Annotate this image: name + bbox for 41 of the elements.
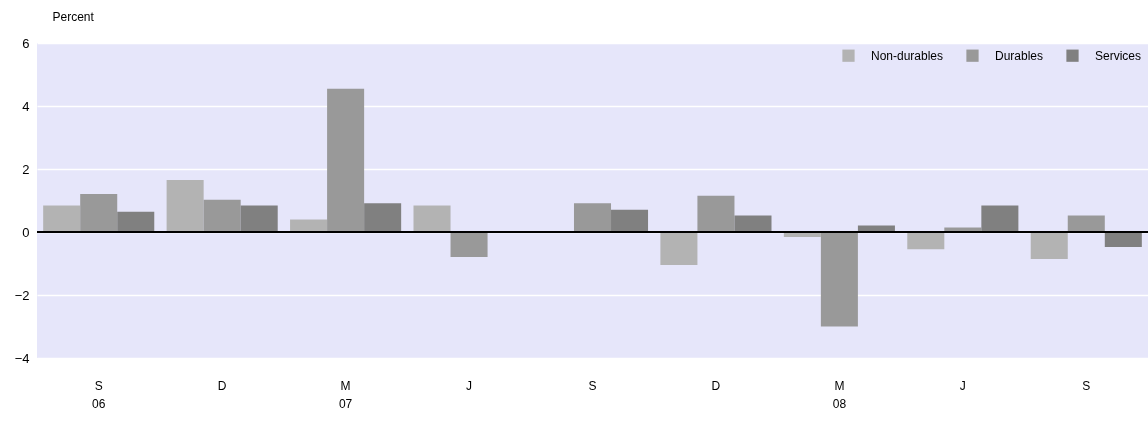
bar xyxy=(240,205,278,232)
bar xyxy=(660,232,698,266)
bar xyxy=(117,211,155,232)
bar xyxy=(364,203,402,232)
bar xyxy=(80,193,118,232)
bar xyxy=(203,199,241,232)
bar xyxy=(43,205,81,232)
bar xyxy=(1030,232,1068,260)
bar xyxy=(820,232,858,327)
x-tick-label: J xyxy=(959,378,966,393)
x-tick-label: S 06 xyxy=(92,378,106,411)
bar xyxy=(166,180,204,232)
legend-label: Durables xyxy=(995,48,1044,63)
y-tick-label: −4 xyxy=(14,350,30,366)
x-tick-label: M 07 xyxy=(338,378,353,411)
legend-label: Services xyxy=(1095,48,1142,63)
y-axis-title: Percent xyxy=(52,9,95,24)
x-tick-label: D xyxy=(711,378,721,393)
bar xyxy=(290,219,328,232)
y-tick-label: 0 xyxy=(22,224,30,240)
x-tick-label: S xyxy=(588,378,597,393)
bar xyxy=(1067,215,1105,232)
bar xyxy=(611,209,649,232)
y-tick-label: −2 xyxy=(14,287,30,303)
x-tick-label: M 08 xyxy=(832,378,847,411)
legend-label: Non-durables xyxy=(871,48,944,63)
bar xyxy=(1104,232,1142,248)
y-tick-label: 4 xyxy=(22,98,30,114)
bar xyxy=(413,205,451,232)
x-tick-label: D xyxy=(217,378,227,393)
bar xyxy=(907,232,945,250)
y-tick-label: 6 xyxy=(22,35,30,51)
x-tick-label: S xyxy=(1082,378,1091,393)
bar xyxy=(327,88,365,232)
bar xyxy=(981,205,1019,232)
bar xyxy=(450,232,488,257)
bar xyxy=(734,215,772,232)
bar xyxy=(573,203,612,232)
x-tick-label: J xyxy=(466,378,473,393)
y-tick-label: 2 xyxy=(22,161,30,177)
bar xyxy=(697,195,735,232)
